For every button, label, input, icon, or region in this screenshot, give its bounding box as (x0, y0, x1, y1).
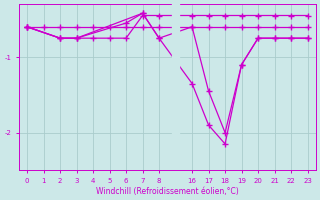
X-axis label: Windchill (Refroidissement éolien,°C): Windchill (Refroidissement éolien,°C) (96, 187, 239, 196)
